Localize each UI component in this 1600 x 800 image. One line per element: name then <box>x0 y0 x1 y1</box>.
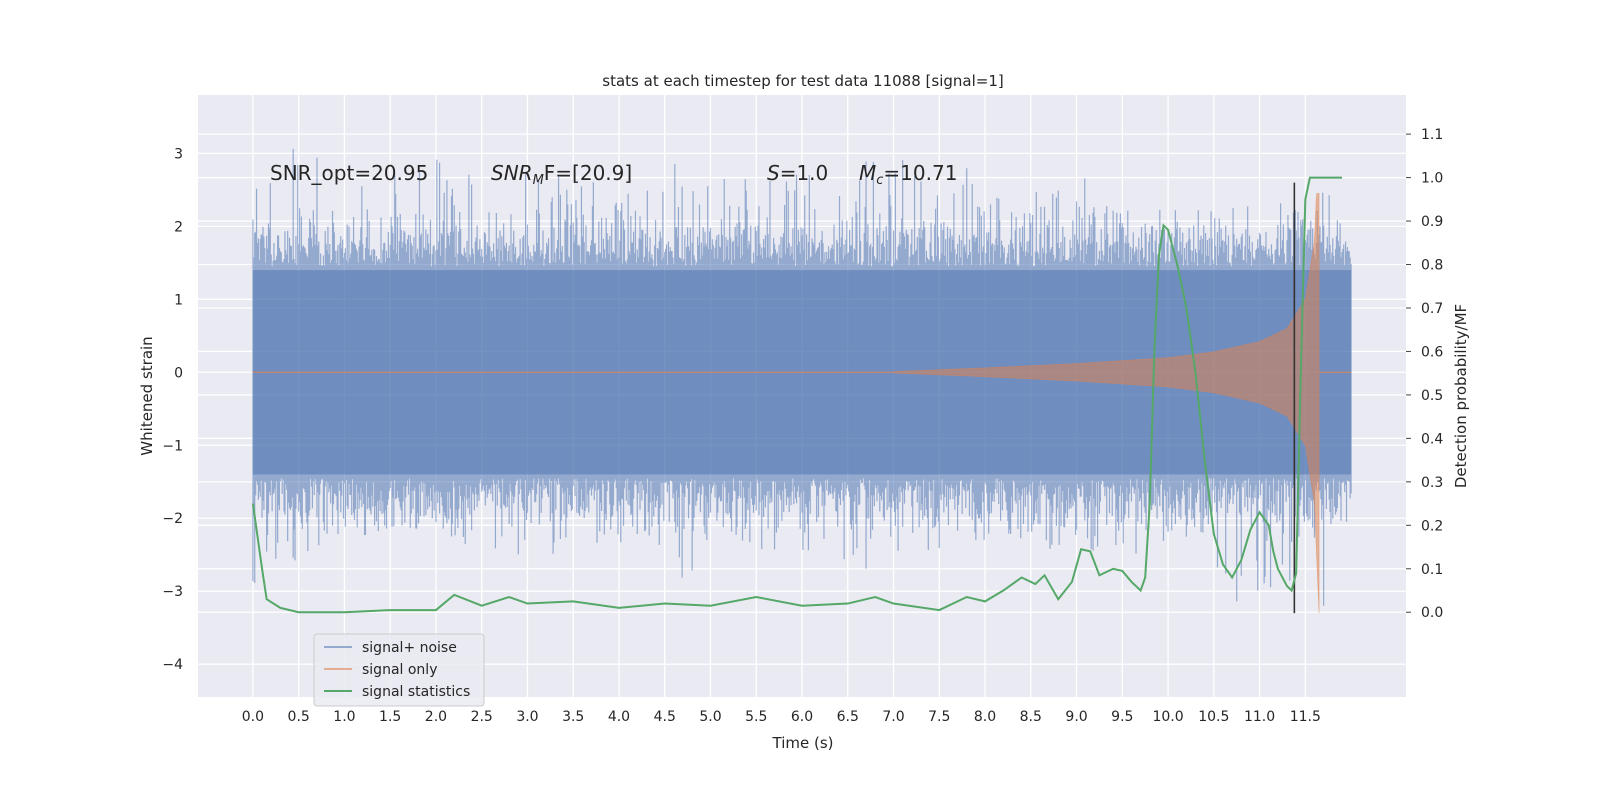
x-tick-label: 1.0 <box>333 709 355 725</box>
x-tick-label: 0.0 <box>242 709 264 725</box>
y-axis-left-label: Whitened strain <box>138 336 156 455</box>
x-tick-label: 0.5 <box>288 709 310 725</box>
y-tick-label-right: 0.4 <box>1421 431 1443 447</box>
x-tick-label: 10.5 <box>1198 709 1229 725</box>
x-tick-label: 10.0 <box>1152 709 1183 725</box>
x-tick-label: 5.0 <box>699 709 721 725</box>
series-signal-only <box>893 193 1320 614</box>
y-tick-label-right: 0.3 <box>1421 475 1443 491</box>
legend-label-signal-noise: signal+ noise <box>362 640 457 656</box>
x-tick-label: 7.0 <box>882 709 904 725</box>
x-tick-label: 3.5 <box>562 709 584 725</box>
y-tick-label-right: 0.1 <box>1421 562 1443 578</box>
x-tick-label: 2.0 <box>425 709 447 725</box>
tick-labels: 0.0 0.5 1.0 1.5 2.0 2.5 3.0 3.5 4.0 4.5 5.0 5.5 6.0 6… <box>162 127 1443 725</box>
y-tick-label-left: −2 <box>162 511 183 527</box>
y-tick-label-left: −4 <box>162 657 183 673</box>
data-layer <box>251 148 1352 614</box>
legend-label-signal-only: signal only <box>362 662 437 678</box>
legend-box <box>313 633 485 707</box>
series-signal-statistics <box>251 176 1342 614</box>
annotation-mc: Mc=10.71 <box>859 161 957 188</box>
y-axis-right-label: Detection probability/MF <box>1452 304 1470 488</box>
x-tick-label: 3.0 <box>516 709 538 725</box>
x-tick-label: 8.5 <box>1020 709 1042 725</box>
x-tick-label: 7.5 <box>928 709 950 725</box>
y-tick-label-left: −1 <box>162 438 183 454</box>
annotation-s: S=1.0 <box>767 161 828 185</box>
y-tick-label-right: 1.1 <box>1421 127 1443 143</box>
y-tick-label-left: −3 <box>162 584 183 600</box>
x-tick-label: 6.5 <box>837 709 859 725</box>
y-tick-label-right: 0.6 <box>1421 344 1443 360</box>
x-tick-label: 4.0 <box>608 709 630 725</box>
x-tick-label: 4.5 <box>654 709 676 725</box>
annotation-snr-mf: SNRMF=[20.9] <box>491 161 632 188</box>
y-tick-label-right: 0.5 <box>1421 388 1443 404</box>
x-tick-label: 9.5 <box>1111 709 1133 725</box>
y-tick-label-right: 0.8 <box>1421 258 1443 274</box>
y-tick-label-left: 0 <box>174 365 183 381</box>
x-tick-label: 11.5 <box>1290 709 1321 725</box>
x-tick-label: 1.5 <box>379 709 401 725</box>
x-tick-label: 9.0 <box>1065 709 1087 725</box>
y-tick-label-left: 1 <box>174 292 183 308</box>
y-tick-label-right: 1.0 <box>1421 171 1443 187</box>
x-tick-label: 2.5 <box>471 709 493 725</box>
x-tick-label: 5.5 <box>745 709 767 725</box>
annotations: SNR_opt=20.95 SNRMF=[20.9] S=1.0 Mc=10.7… <box>270 161 957 188</box>
legend-label-signal-statistics: signal statistics <box>362 684 470 700</box>
y-tick-label-left: 3 <box>174 146 183 162</box>
x-tick-label: 11.0 <box>1244 709 1275 725</box>
annotation-snr-opt: SNR_opt=20.95 <box>270 161 428 185</box>
x-axis-label: Time (s) <box>772 734 834 752</box>
y-tick-label-left: 2 <box>174 219 183 235</box>
legend: signal+ noise signal only signal statist… <box>313 633 485 707</box>
y-tick-label-right: 0.0 <box>1421 605 1443 621</box>
y-tick-label-right: 0.9 <box>1421 214 1443 230</box>
y-tick-label-right: 0.7 <box>1421 301 1443 317</box>
x-tick-label: 8.0 <box>974 709 996 725</box>
y-tick-label-right: 0.2 <box>1421 518 1443 534</box>
x-tick-label: 6.0 <box>791 709 813 725</box>
chart-title: stats at each timestep for test data 110… <box>602 72 1003 90</box>
